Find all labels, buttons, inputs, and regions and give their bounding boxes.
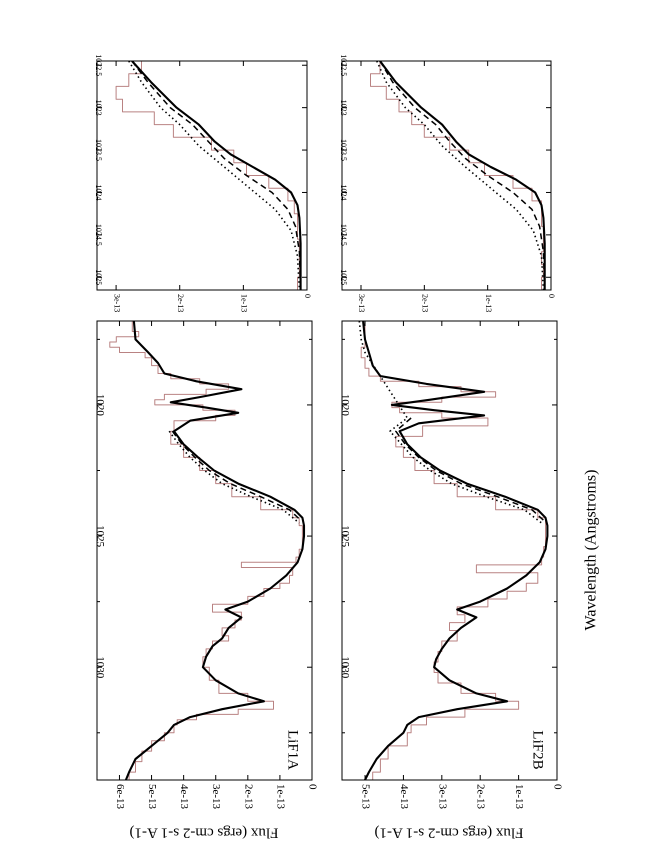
series-model-dotted xyxy=(376,61,545,290)
series-model-dashed xyxy=(171,430,302,521)
flux-tick-label: 2e-13 xyxy=(242,784,254,810)
flux-tick-label: 5e-13 xyxy=(146,784,158,810)
panel-2: 0 1e-13 2e-13 3e-13 4e-13 5e-13 1020 1025 1030 Li… xyxy=(339,320,563,810)
flux-tick-label: 0 xyxy=(303,294,312,298)
panel-3: 0 1e-13 2e-13 3e-13 1022.5 1023 1023.5 1024 1024… xyxy=(339,54,556,312)
wavelength-tick-label: 1024 xyxy=(94,184,103,200)
panel-annotation: LiF1A xyxy=(285,730,301,770)
series-model-dotted xyxy=(128,61,301,290)
flux-tick-label: 2e-13 xyxy=(176,294,185,312)
series-model-solid xyxy=(124,321,306,780)
wavelength-tick-label: 1023 xyxy=(339,100,348,116)
series-observed-histogram xyxy=(109,321,303,780)
series-observed-histogram xyxy=(360,321,546,780)
wavelength-tick-label: 1025 xyxy=(94,269,103,285)
panel-1: 0 1e-13 2e-13 3e-13 1022.5 1023 1023.5 1024 1024… xyxy=(94,54,312,312)
plot-frame xyxy=(341,60,552,291)
flux-tick-label: 2e-13 xyxy=(420,294,429,312)
plot-frame xyxy=(341,320,558,781)
wavelength-tick-label: 1023 xyxy=(94,100,103,116)
wavelength-tick-label: 1024.5 xyxy=(94,224,103,246)
panel-0: 0 1e-13 2e-13 3e-13 4e-13 5e-13 6e-13 1020 1025 1… xyxy=(94,320,318,810)
wavelength-tick-label: 1023.5 xyxy=(339,139,348,161)
flux-tick-label: 1e-13 xyxy=(513,784,525,810)
flux-tick-label: 1e-13 xyxy=(484,294,493,312)
wavelength-tick-label: 1025 xyxy=(339,269,348,285)
wavelength-tick-label: 1024 xyxy=(339,184,348,200)
wavelength-tick-label: 1030 xyxy=(339,656,351,679)
series-model-dotted xyxy=(168,430,300,524)
wavelength-axis-label: Wavelength (Angstroms) xyxy=(583,470,600,631)
plot-frame xyxy=(96,320,313,781)
flux-tick-label: 3e-13 xyxy=(357,294,366,312)
flux-tick-label: 2e-13 xyxy=(475,784,487,810)
wavelength-tick-label: 1020 xyxy=(94,394,106,417)
series-model-solid xyxy=(131,61,302,290)
flux-tick-label: 3e-13 xyxy=(210,784,222,810)
flux-tick-label: 0 xyxy=(547,294,556,298)
wavelength-tick-label: 1022.5 xyxy=(94,54,103,76)
series-model-dashed xyxy=(395,417,545,521)
flux-tick-label: 5e-13 xyxy=(360,784,372,810)
flux-tick-label: 3e-13 xyxy=(436,784,448,810)
series-model-solid xyxy=(379,61,546,290)
flux-tick-label: 0 xyxy=(551,784,563,790)
flux-axis-label: Flux (ergs cm-2 s-1 A-1) xyxy=(130,825,279,841)
flux-axis-label: Flux (ergs cm-2 s-1 A-1) xyxy=(375,825,524,841)
series-observed-histogram xyxy=(115,61,300,290)
series-model-dashed xyxy=(379,61,546,290)
flux-tick-label: 4e-13 xyxy=(398,784,410,810)
wavelength-tick-label: 1025 xyxy=(94,525,106,548)
plot-frame xyxy=(96,60,308,291)
series-model-dashed xyxy=(131,61,302,290)
wavelength-tick-label: 1025 xyxy=(339,525,351,548)
series-observed-histogram xyxy=(370,61,544,290)
flux-tick-label: 6e-13 xyxy=(114,784,126,810)
flux-tick-label: 0 xyxy=(306,784,318,790)
flux-tick-label: 4e-13 xyxy=(178,784,190,810)
wavelength-tick-label: 1022.5 xyxy=(339,54,348,76)
flux-tick-label: 3e-13 xyxy=(112,294,121,312)
wavelength-tick-label: 1023.5 xyxy=(94,139,103,161)
series-model-solid xyxy=(362,321,549,780)
wavelength-tick-label: 1024.5 xyxy=(339,224,348,246)
flux-tick-label: 1e-13 xyxy=(274,784,286,810)
wavelength-tick-label: 1020 xyxy=(339,394,351,417)
series-model-dotted xyxy=(358,321,543,524)
wavelength-tick-label: 1030 xyxy=(94,656,106,679)
flux-tick-label: 1e-13 xyxy=(240,294,249,312)
panel-annotation: LiF2B xyxy=(530,730,546,769)
